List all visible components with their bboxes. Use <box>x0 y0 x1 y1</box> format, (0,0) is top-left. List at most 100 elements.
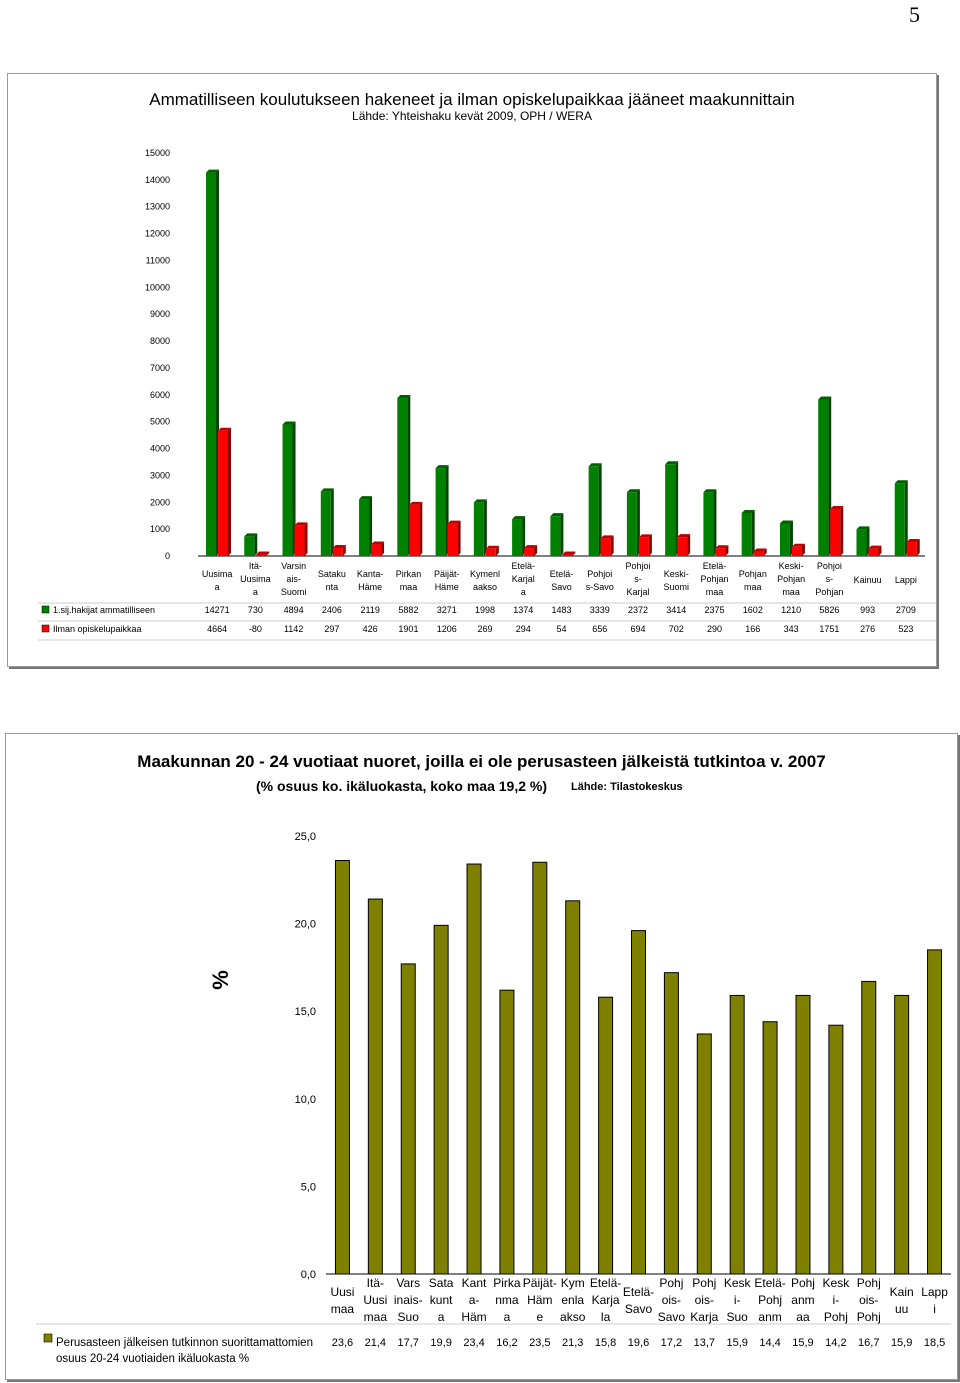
x-category-label: maa <box>331 1302 355 1316</box>
bar-face <box>359 499 370 556</box>
bar-side <box>763 548 767 556</box>
bar-no-place <box>677 534 691 556</box>
bar-top <box>868 545 882 549</box>
x-category-label: uu <box>895 1302 908 1316</box>
bar-top <box>741 509 755 513</box>
y-tick-label: 25,0 <box>295 831 316 843</box>
table-cell: 18,5 <box>924 1337 945 1349</box>
x-category-label: Etelä- <box>703 561 727 571</box>
table-cell: 730 <box>248 605 263 615</box>
x-category-label: a <box>438 1310 445 1324</box>
table-cell: 14271 <box>205 605 230 615</box>
bar-face <box>550 516 561 556</box>
bar-side <box>725 545 729 556</box>
x-category-label: s- <box>826 574 834 584</box>
bar-top <box>600 535 614 539</box>
table-cell: 15,9 <box>891 1337 912 1349</box>
x-category-label: Etelä- <box>754 1276 785 1290</box>
table-cell: 1901 <box>398 624 418 634</box>
x-category-label: Itä- <box>249 561 262 571</box>
x-category-label: Pohj <box>692 1276 716 1290</box>
bar-top <box>282 421 296 425</box>
x-category-label: Pohjan <box>701 574 729 584</box>
x-category-label: Kym <box>561 1276 585 1290</box>
bar-top <box>473 499 487 503</box>
bar-face <box>562 554 573 556</box>
x-category-label: Pohj <box>791 1276 815 1290</box>
table-cell: 15,8 <box>595 1337 616 1349</box>
bar-no-place <box>294 522 308 556</box>
x-category-label: s-Savo <box>586 582 614 592</box>
x-category-label: Sata <box>429 1276 454 1290</box>
bar-applicants <box>320 488 334 556</box>
bar-side <box>522 516 526 556</box>
bar-side <box>801 543 805 556</box>
table-cell: 1142 <box>284 624 303 634</box>
legend-swatch <box>43 1333 53 1343</box>
x-category-label: maa <box>364 1310 388 1324</box>
x-category-label: Uusima <box>202 569 233 579</box>
y-tick-label: 20,0 <box>295 919 316 931</box>
table-cell: 14,4 <box>759 1337 780 1349</box>
bar <box>532 861 548 1275</box>
x-category-label: s- <box>634 574 642 584</box>
bar-face <box>868 548 879 556</box>
x-category-label: Etelä- <box>590 1276 621 1290</box>
table-cell: 17,7 <box>398 1337 419 1349</box>
bar-top <box>447 520 461 524</box>
x-category-label: i- <box>734 1293 741 1307</box>
bar-face <box>600 538 611 556</box>
bar-side <box>840 505 844 556</box>
chart-subtitle: Lähde: Yhteishaku kevät 2009, OPH / WERA <box>352 109 592 123</box>
x-category-label: ais- <box>286 574 301 584</box>
bar-no-place <box>600 535 614 556</box>
bar-applicants <box>779 520 793 556</box>
bar-side <box>687 534 691 556</box>
table-cell: 17,2 <box>661 1337 682 1349</box>
bar-top <box>753 548 767 552</box>
x-category-label: Pohjan <box>739 569 767 579</box>
bar-face <box>320 491 331 556</box>
table-cell: 343 <box>784 624 799 634</box>
bar-applicants <box>435 465 449 556</box>
table-cell: 16,2 <box>496 1337 517 1349</box>
x-category-label: maa <box>744 582 762 592</box>
x-category-label: Pohjoi <box>587 569 612 579</box>
table-cell: 294 <box>516 624 531 634</box>
table-cell: 1602 <box>743 605 763 615</box>
bar-applicants <box>206 169 219 556</box>
bar-applicants <box>856 526 870 556</box>
table-cell: 4664 <box>207 624 227 634</box>
bar <box>663 972 679 1275</box>
y-tick-label: 9000 <box>150 309 170 319</box>
x-category-label: Suomi <box>664 582 690 592</box>
bar-top <box>638 534 652 538</box>
x-category-label: Häme <box>358 582 382 592</box>
bar-face <box>830 508 841 556</box>
table-cell: 694 <box>631 624 646 634</box>
x-category-label: Pohj <box>824 1310 848 1324</box>
x-category-label: Sataku <box>318 569 346 579</box>
table-cell: 5882 <box>398 605 418 615</box>
bar-side <box>904 480 908 556</box>
bar-face <box>256 554 267 556</box>
bar-side <box>916 538 920 556</box>
table-cell: 16,7 <box>858 1337 879 1349</box>
x-category-label: a <box>215 582 220 592</box>
bar-no-place <box>868 545 882 556</box>
y-tick-label: 1000 <box>150 524 170 534</box>
table-cell: 21,3 <box>562 1337 583 1349</box>
bar-top <box>588 463 602 467</box>
bar-face <box>753 551 764 556</box>
x-category-label: anm <box>791 1293 814 1307</box>
bar-side <box>330 488 334 556</box>
table-cell: 2709 <box>896 605 916 615</box>
table-cell: 2406 <box>322 605 342 615</box>
bar-no-place <box>332 545 346 556</box>
x-category-label: Kymenl <box>470 569 500 579</box>
y-tick-label: 11000 <box>146 255 170 265</box>
bar-face <box>473 502 484 556</box>
bar-side <box>751 509 755 556</box>
bar-no-place <box>409 501 423 556</box>
table-cell: 426 <box>363 624 378 634</box>
